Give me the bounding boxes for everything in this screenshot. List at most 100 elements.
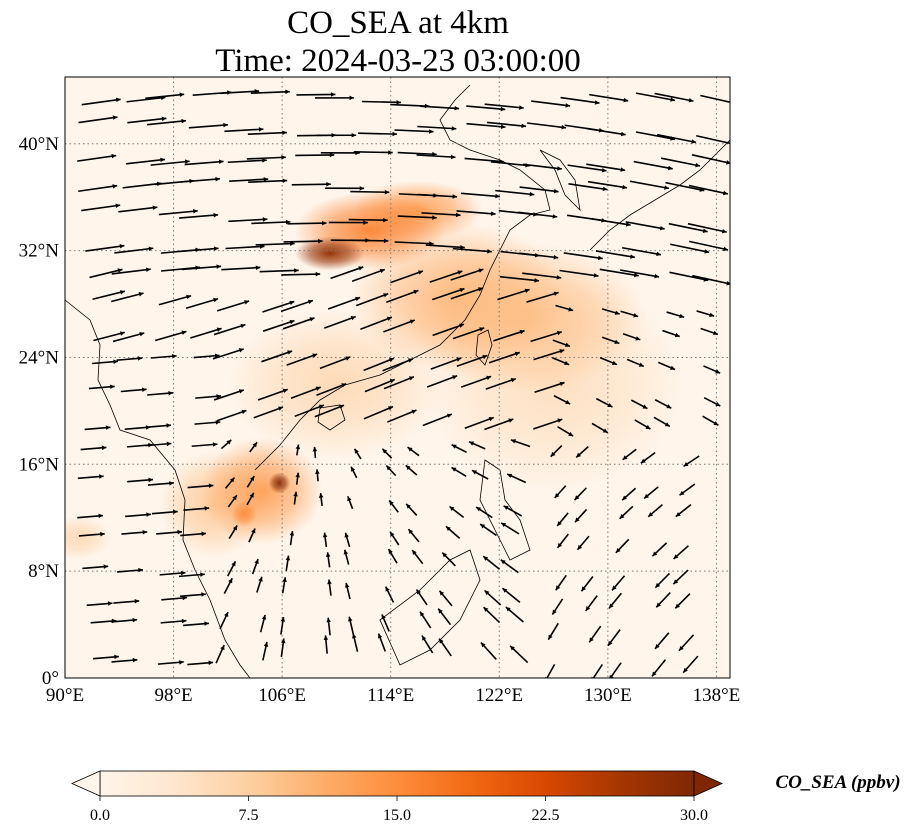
wind-vector-head — [110, 384, 115, 390]
wind-vector — [452, 327, 485, 340]
wind-vector — [700, 94, 730, 103]
wind-vector-head — [99, 474, 104, 479]
wind-vector-head — [98, 513, 104, 519]
wind-vector-head — [323, 635, 329, 641]
wind-vector-head — [451, 126, 457, 131]
wind-vector-head — [111, 153, 117, 159]
wind-vector — [668, 222, 708, 233]
wind-vector-head — [726, 281, 730, 286]
wind-vector — [633, 160, 673, 170]
wind-vector — [692, 274, 730, 285]
wind-vector-head — [620, 167, 626, 172]
wind-vector-head — [439, 638, 444, 644]
wind-vector-head — [181, 618, 187, 624]
wind-vector-head — [593, 273, 599, 278]
wind-vector — [657, 133, 697, 144]
wind-vector-head — [620, 131, 626, 137]
wind-vector-head — [341, 383, 347, 388]
wind-vector-head — [146, 512, 151, 517]
coastline-taiwan — [475, 329, 493, 366]
wind-vector-head — [561, 124, 567, 130]
lon-tick-label: 130°E — [584, 685, 632, 706]
wind-vector — [246, 156, 286, 160]
wind-vector-head — [574, 495, 580, 501]
wind-vector-head — [281, 155, 286, 160]
wind-vector-head — [263, 641, 269, 647]
wind-vector-head — [312, 446, 318, 452]
wind-vector-head — [392, 131, 397, 137]
wind-vector-head — [460, 245, 465, 250]
wind-vector-head — [152, 205, 158, 210]
wind-vector-head — [318, 238, 323, 244]
wind-vector-head — [201, 592, 206, 597]
wind-vector-head — [452, 194, 458, 199]
wind-vector-head — [418, 270, 424, 275]
wind-vector-head — [389, 500, 394, 506]
wind-vector-head — [115, 203, 121, 208]
wind-vector — [323, 315, 356, 329]
wind-vector-head — [215, 420, 221, 425]
wind-vector-head — [581, 586, 586, 592]
wind-vector-head — [679, 313, 685, 319]
wind-vector-head — [594, 100, 600, 105]
wind-vector — [213, 389, 245, 401]
wind-vector-head — [478, 287, 483, 292]
wind-vector-head — [503, 505, 509, 510]
wind-vector-head — [249, 492, 254, 498]
wind-vector — [185, 298, 219, 309]
colorbar-extend-max — [693, 770, 723, 797]
coastline-south-china — [254, 249, 501, 471]
wind-vector — [114, 247, 154, 254]
wind-vector — [421, 212, 461, 217]
wind-vector-head — [635, 336, 641, 341]
wind-vector-head — [479, 327, 485, 332]
wind-vector-head — [507, 473, 513, 478]
wind-vector — [420, 105, 460, 110]
wind-vector-head — [557, 542, 563, 548]
wind-vector-head — [446, 526, 451, 532]
wind-vector — [383, 319, 416, 333]
wind-vector-head — [552, 214, 558, 219]
wind-vector-head — [730, 141, 735, 145]
wind-vector-head — [262, 158, 267, 163]
wind-vector — [464, 416, 494, 430]
wind-vector-head — [734, 101, 739, 105]
wind-vector-head — [451, 467, 457, 472]
wind-vector-head — [704, 249, 710, 254]
wind-vector — [216, 300, 250, 312]
map-panel: 90°E 98°E 106°E 114°E 122°E 130°E 138°E 0° 8°N 1… — [19, 76, 740, 706]
wind-vector-head — [181, 118, 187, 124]
wind-vector-head — [351, 466, 356, 472]
wind-vector-head — [597, 255, 603, 261]
wind-vector — [248, 179, 288, 183]
wind-vector-head — [675, 512, 681, 517]
wind-vector — [295, 154, 335, 157]
wind-vector-head — [557, 166, 562, 171]
wind-vector — [665, 181, 705, 192]
wind-vector-head — [577, 544, 583, 550]
wind-vector-head — [500, 559, 506, 565]
wind-vector-head — [633, 313, 639, 318]
wind-vector-head — [713, 330, 718, 336]
wind-vector-head — [223, 122, 228, 128]
wind-vector-head — [138, 567, 143, 573]
wind-vector-head — [683, 462, 689, 467]
wind-vector-head — [148, 477, 153, 483]
wind-vector-head — [386, 465, 392, 471]
wind-vector — [225, 245, 265, 250]
wind-vector-head — [458, 323, 464, 328]
wind-vector-head — [500, 124, 506, 129]
wind-vector — [488, 351, 521, 364]
wind-vector — [620, 269, 660, 278]
wind-vector-head — [452, 375, 458, 380]
wind-vector-head — [695, 162, 701, 168]
wind-vector-head — [638, 362, 644, 367]
wind-vector-head — [589, 637, 594, 643]
wind-vector-head — [350, 316, 356, 321]
wind-vector — [629, 180, 670, 190]
wind-vector-head — [105, 425, 111, 430]
wind-vector-head — [344, 532, 349, 538]
wind-vector — [89, 268, 123, 279]
wind-vector-head — [500, 106, 506, 112]
wind-vector-head — [568, 431, 574, 437]
